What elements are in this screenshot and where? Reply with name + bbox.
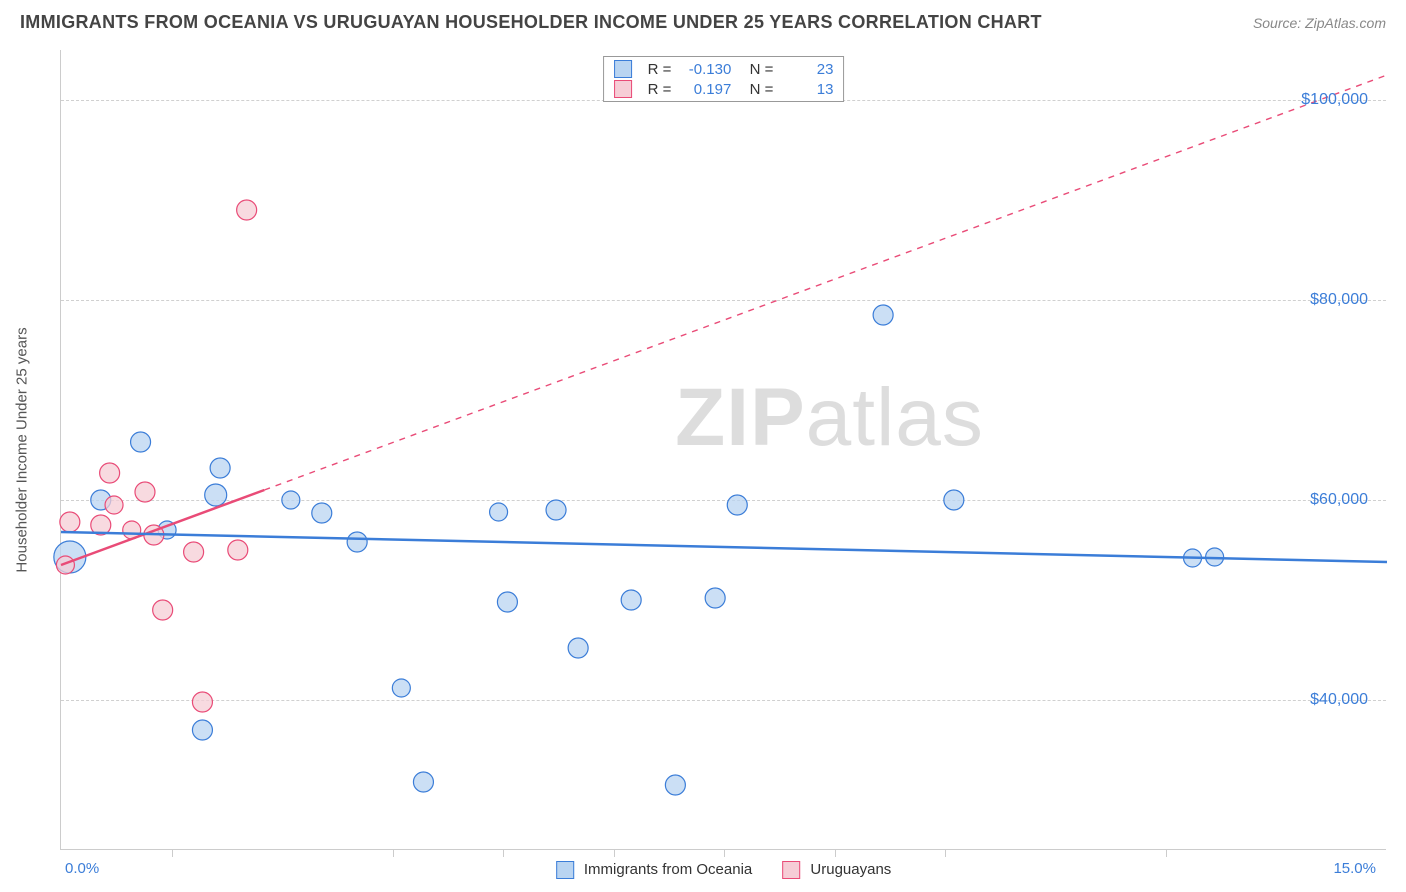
legend-label-oceania: Immigrants from Oceania (584, 861, 752, 878)
swatch-oceania-icon (556, 861, 574, 879)
source-label: Source: ZipAtlas.com (1253, 15, 1386, 31)
y-tick-label: $40,000 (1310, 691, 1368, 709)
data-point (135, 482, 155, 502)
data-point (153, 600, 173, 620)
y-tick-label: $80,000 (1310, 291, 1368, 309)
x-max-label: 15.0% (1333, 860, 1376, 877)
data-point (490, 503, 508, 521)
data-point (546, 500, 566, 520)
data-point (944, 490, 964, 510)
y-tick-label: $100,000 (1301, 91, 1368, 109)
data-point (312, 503, 332, 523)
data-point (228, 540, 248, 560)
y-tick-label: $60,000 (1310, 491, 1368, 509)
data-point (347, 532, 367, 552)
legend-item-oceania: Immigrants from Oceania (556, 861, 753, 879)
data-point (131, 432, 151, 452)
data-point (705, 588, 725, 608)
data-point (100, 463, 120, 483)
data-point (192, 692, 212, 712)
scatter-svg (61, 50, 1386, 849)
data-point (56, 556, 74, 574)
data-point (205, 484, 227, 506)
data-point (105, 496, 123, 514)
data-point (210, 458, 230, 478)
data-point (184, 542, 204, 562)
r-value-uruguayans: 0.197 (681, 81, 731, 98)
series-legend: Immigrants from Oceania Uruguayans (556, 861, 892, 879)
legend-row-uruguayans: R = 0.197 N = 13 (614, 79, 834, 99)
n-value-uruguayans: 13 (783, 81, 833, 98)
swatch-oceania (614, 60, 632, 78)
data-point (192, 720, 212, 740)
chart-title: IMMIGRANTS FROM OCEANIA VS URUGUAYAN HOU… (20, 12, 1042, 33)
legend-row-oceania: R = -0.130 N = 23 (614, 59, 834, 79)
swatch-uruguayans (614, 80, 632, 98)
data-point (665, 775, 685, 795)
chart-container: Householder Income Under 25 years ZIPatl… (50, 50, 1386, 850)
legend-label-uruguayans: Uruguayans (810, 861, 891, 878)
data-point (60, 512, 80, 532)
n-value-oceania: 23 (783, 61, 833, 78)
data-point (237, 200, 257, 220)
data-point (497, 592, 517, 612)
data-point (413, 772, 433, 792)
legend-item-uruguayans: Uruguayans (782, 861, 891, 879)
data-point (621, 590, 641, 610)
data-point (282, 491, 300, 509)
data-point (873, 305, 893, 325)
x-min-label: 0.0% (65, 860, 99, 877)
data-point (568, 638, 588, 658)
swatch-uruguayans-icon (782, 861, 800, 879)
correlation-legend: R = -0.130 N = 23 R = 0.197 N = 13 (603, 56, 845, 102)
r-value-oceania: -0.130 (681, 61, 731, 78)
x-axis-row: 0.0% Immigrants from Oceania Uruguayans … (61, 849, 1386, 883)
plot-area: ZIPatlas R = -0.130 N = 23 R = 0.197 N =… (60, 50, 1386, 850)
data-point (392, 679, 410, 697)
data-point (727, 495, 747, 515)
y-axis-label: Householder Income Under 25 years (14, 327, 31, 572)
header: IMMIGRANTS FROM OCEANIA VS URUGUAYAN HOU… (0, 0, 1406, 41)
